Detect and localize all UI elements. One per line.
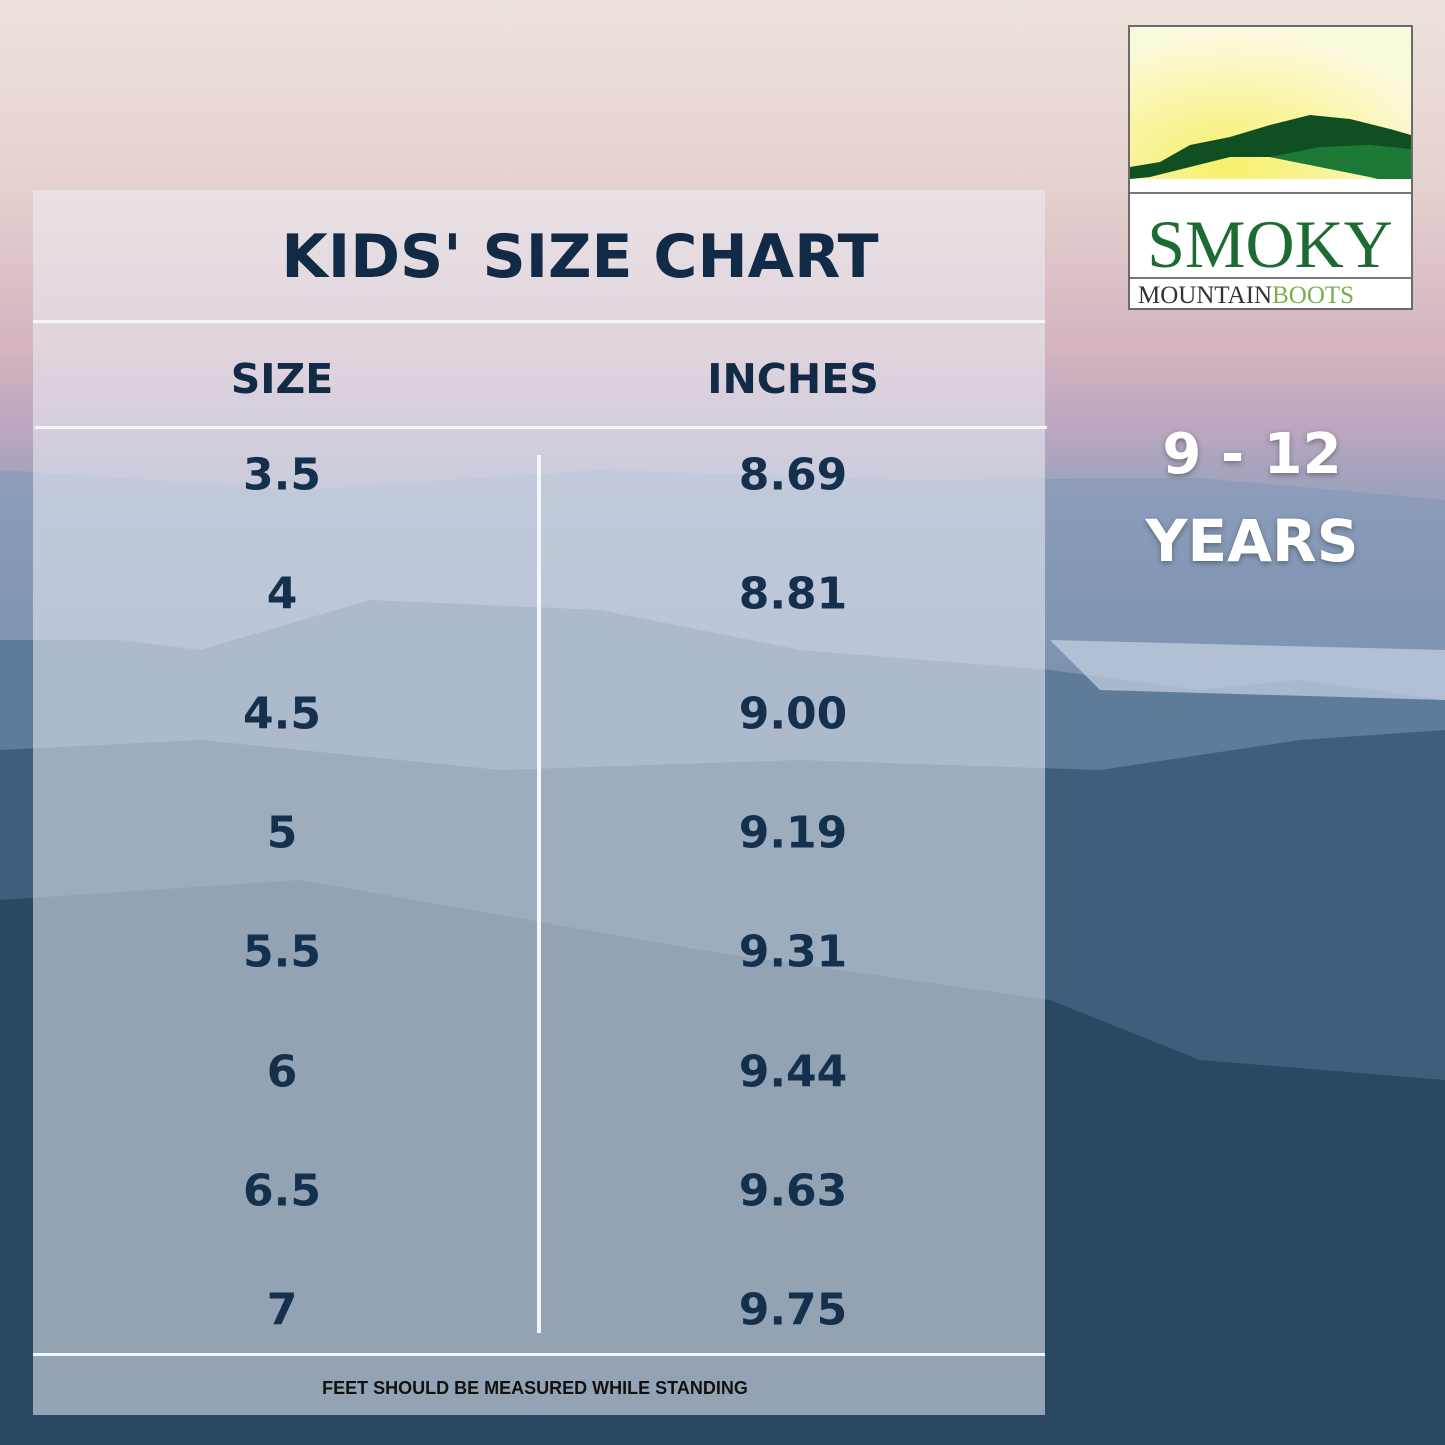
column-header-inches: INCHES [707, 355, 879, 403]
size-cell: 5.5 [243, 926, 321, 978]
footer-divider [33, 1353, 1045, 1356]
svg-text:SMOKY: SMOKY [1147, 206, 1393, 282]
age-range-line2: YEARS [1145, 507, 1359, 575]
inches-cell: 8.69 [738, 449, 848, 501]
size-cell: 6 [266, 1046, 298, 1097]
inches-cell: 9.44 [738, 1046, 848, 1097]
inches-cell: 8.81 [738, 568, 848, 620]
column-header-size: SIZE [230, 355, 334, 403]
size-cell: 6.5 [243, 1165, 321, 1217]
smoky-mountain-boots-logo: SMOKY MOUNTAINBOOTS [1128, 25, 1413, 310]
svg-text:MOUNTAINBOOTS: MOUNTAINBOOTS [1138, 282, 1354, 308]
column-divider [537, 455, 541, 1333]
chart-title: KIDS' SIZE CHART [281, 222, 879, 292]
title-divider [33, 320, 1045, 323]
size-cell: 4 [266, 568, 298, 620]
size-cell: 3.5 [243, 449, 321, 501]
inches-cell: 9.31 [738, 926, 848, 978]
size-cell: 4.5 [243, 688, 321, 740]
size-cell: 5 [266, 807, 298, 859]
age-range-line1: 9 - 12 [1162, 422, 1342, 487]
inches-cell: 9.19 [738, 807, 848, 859]
footnote: FEET SHOULD BE MEASURED WHILE STANDING [322, 1378, 748, 1398]
inches-cell: 9.63 [738, 1165, 848, 1217]
inches-cell: 9.75 [738, 1284, 848, 1336]
inches-cell: 9.00 [738, 688, 848, 740]
size-cell: 7 [266, 1284, 298, 1336]
header-divider [35, 426, 1047, 429]
